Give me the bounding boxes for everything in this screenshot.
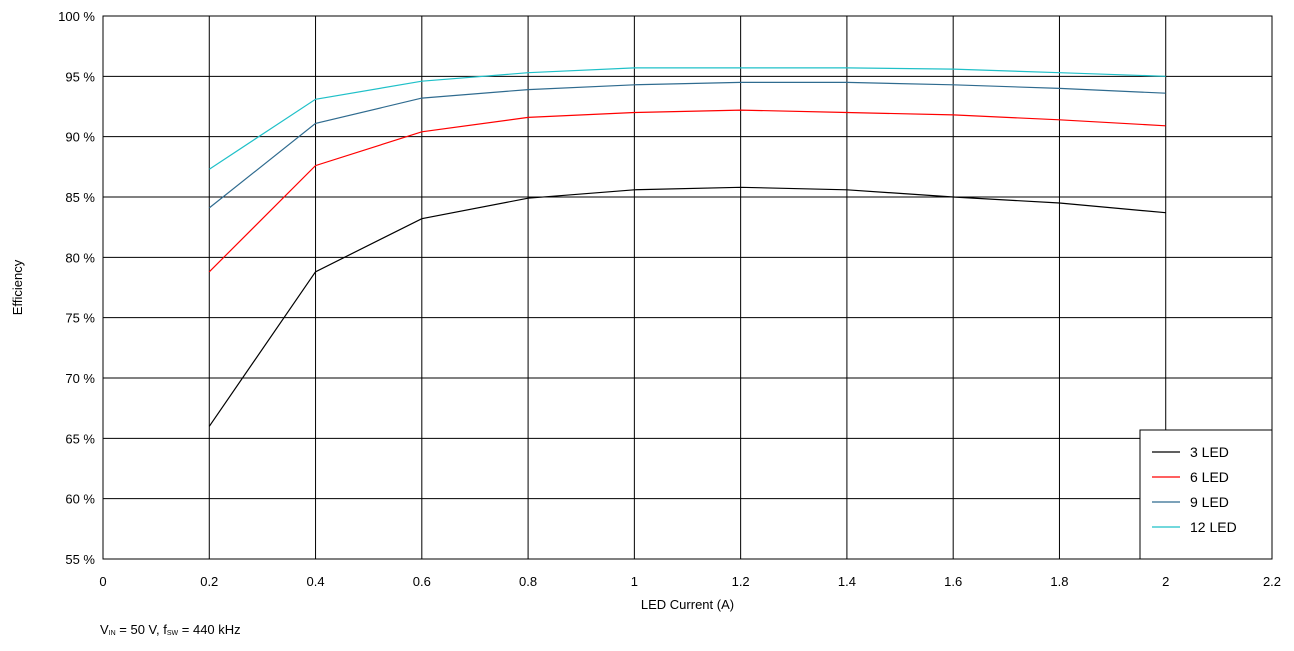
series-layer <box>208 67 1166 427</box>
x-tick-label: 0.4 <box>307 574 325 589</box>
footnote-v-subscript: IN <box>108 630 116 637</box>
x-tick-label: 1 <box>631 574 638 589</box>
grid-layer <box>102 15 1273 560</box>
series-line-1 <box>208 186 1166 427</box>
x-axis-label: LED Current (A) <box>641 597 734 612</box>
y-tick-label: 55 % <box>65 552 95 567</box>
y-tick-label: 90 % <box>65 130 95 145</box>
y-tick-label: 80 % <box>65 250 95 265</box>
legend-items: 3 LED 6 LED 9 LED 12 LED <box>1152 444 1237 535</box>
y-tick-label: 65 % <box>65 431 95 446</box>
y-tick-label: 70 % <box>65 371 95 386</box>
test-conditions-footnote: VIN = 50 V, fSW = 440 kHz <box>100 622 241 637</box>
legend-label: 12 LED <box>1190 519 1237 535</box>
y-tick-label: 95 % <box>65 69 95 84</box>
y-tick-label: 85 % <box>65 190 95 205</box>
x-tick-label: 0.6 <box>413 574 431 589</box>
x-tick-label: 1.6 <box>944 574 962 589</box>
footnote-mid: = 50 V, f <box>115 622 167 637</box>
y-tick-label: 75 % <box>65 311 95 326</box>
legend: 3 LED 6 LED 9 LED 12 LED <box>1139 429 1273 560</box>
y-tick-label: 60 % <box>65 492 95 507</box>
x-tick-label: 2.2 <box>1263 574 1281 589</box>
tick-label-layer: 0 0.2 0.4 0.6 0.8 1 1.2 1.4 1.6 1.8 2 2.2 55 % 60 % 65… <box>58 9 1281 589</box>
series-line-3 <box>208 81 1166 209</box>
y-tick-label: 100 % <box>58 9 95 24</box>
x-tick-label: 0 <box>99 574 106 589</box>
x-tick-label: 2 <box>1162 574 1169 589</box>
footnote-f-subscript: SW <box>166 630 179 637</box>
x-tick-label: 0.2 <box>200 574 218 589</box>
series-line-4 <box>208 67 1166 170</box>
footnote-end: = 440 kHz <box>178 622 241 637</box>
x-tick-label: 1.4 <box>838 574 856 589</box>
series-line-2 <box>208 109 1166 273</box>
legend-label: 3 LED <box>1190 444 1229 460</box>
footnote-v: V <box>100 622 109 637</box>
y-axis-label: Efficiency <box>10 259 25 315</box>
x-tick-label: 1.8 <box>1050 574 1068 589</box>
legend-label: 9 LED <box>1190 494 1229 510</box>
x-tick-label: 1.2 <box>732 574 750 589</box>
x-tick-label: 0.8 <box>519 574 537 589</box>
legend-label: 6 LED <box>1190 469 1229 485</box>
plot-area-frame <box>102 15 1273 560</box>
